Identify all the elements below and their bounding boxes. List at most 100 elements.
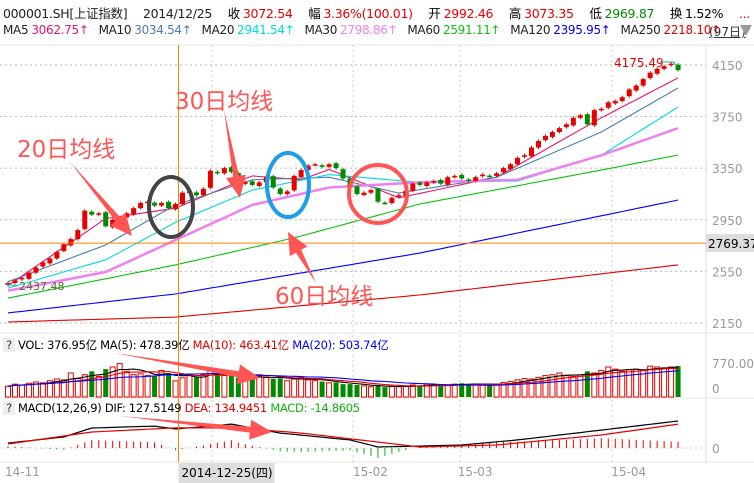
- arrow-ma20: [70, 162, 132, 236]
- volume-bar: [179, 377, 186, 398]
- dropdown-triangle-icon[interactable]: [740, 25, 752, 36]
- volume-bar: [605, 366, 612, 398]
- volume-bar: [130, 374, 137, 398]
- candle: [361, 192, 367, 195]
- volume-bar: [249, 378, 255, 397]
- candle: [40, 262, 46, 267]
- volume-bar: [487, 385, 493, 397]
- volume-bar: [459, 383, 465, 397]
- candle: [242, 182, 248, 184]
- candle: [305, 165, 311, 171]
- volume-bar: [152, 376, 158, 397]
- help-icon[interactable]: ?: [3, 338, 15, 352]
- volume-bar: [263, 376, 270, 398]
- volume-bar: [305, 379, 312, 398]
- close-label: 收: [227, 6, 241, 21]
- macd-value: MACD: -14.8605: [270, 401, 360, 415]
- candle: [668, 63, 674, 66]
- volume-bar: [242, 379, 249, 398]
- volume-bar: [354, 385, 360, 397]
- ma-legend-label: MA5: [3, 23, 29, 37]
- volume-ma-line: [7, 366, 679, 388]
- candle: [68, 239, 74, 246]
- more-button[interactable]: ...: [738, 6, 750, 21]
- vol-value: VOL: 376.95亿: [18, 338, 97, 352]
- ma-legend-value: 2218.10↑: [663, 23, 722, 37]
- ma-legend-label: MA20: [201, 23, 235, 37]
- volume-bar: [67, 372, 74, 398]
- crosshair-price-box: [706, 234, 754, 253]
- ma-legend-value: 3062.75↑: [31, 23, 89, 37]
- candle: [368, 190, 374, 193]
- y-tick-label: 3350: [712, 162, 743, 176]
- ma-line-ma60: [7, 154, 679, 299]
- volume-bar: [521, 378, 528, 398]
- candle: [103, 212, 109, 227]
- volume-bar: [298, 376, 305, 398]
- candle: [131, 208, 137, 215]
- ma-legend-value: 2798.86↑: [340, 23, 398, 37]
- volume-bar: [312, 380, 319, 398]
- volume-ma-line: [7, 367, 679, 387]
- volume-bar: [382, 387, 388, 397]
- candle: [445, 177, 451, 185]
- crosshair-date-box: [178, 463, 275, 483]
- volume-bar: [144, 375, 151, 398]
- volume-bar: [633, 368, 640, 398]
- help-icon[interactable]: ?: [3, 401, 15, 415]
- candle: [319, 165, 325, 167]
- volume-bar: [466, 383, 472, 397]
- arrow-ma60: [288, 232, 316, 283]
- vol-header: ? VOL: 376.95亿 MA(5): 478.39亿 MA(10): 463…: [3, 337, 389, 353]
- candle: [61, 244, 67, 251]
- volume-bar: [81, 374, 88, 398]
- crosshair-price-label: 2769.37: [708, 237, 754, 251]
- volume-bar: [417, 385, 423, 397]
- volume-bar: [214, 373, 220, 397]
- candle: [529, 147, 534, 157]
- volume-bar: [500, 381, 507, 398]
- candle: [173, 204, 179, 210]
- annotation-ma30: 30日均线: [175, 89, 273, 115]
- close-value: 3072.54: [242, 6, 293, 21]
- open-value: 2992.46: [443, 6, 494, 21]
- x-tick-label: 15-03: [458, 465, 493, 479]
- volume-bar: [18, 384, 25, 398]
- volume-bar: [347, 384, 353, 397]
- candle: [431, 181, 437, 183]
- highlight-circle-blue: [265, 151, 311, 219]
- volume-bar: [626, 369, 633, 398]
- volume-bar: [186, 375, 193, 398]
- candle: [501, 168, 507, 173]
- ma-legend-label: MA10: [98, 23, 132, 37]
- candle: [584, 114, 590, 125]
- ma-legend-label: MA30: [304, 23, 338, 37]
- candle: [438, 180, 444, 184]
- candle: [654, 68, 660, 74]
- arrow-macd: [120, 416, 272, 440]
- volume-bar: [46, 380, 53, 398]
- candle: [480, 174, 486, 177]
- ma-legend-label: MA120: [510, 23, 551, 37]
- volume-bar: [326, 382, 333, 398]
- vol-ma5: MA(5): 478.39亿: [100, 338, 190, 352]
- volume-bar: [340, 384, 346, 397]
- max-price-label: 4175.49: [614, 56, 664, 70]
- candle: [605, 102, 611, 108]
- volume-bar: [32, 381, 39, 398]
- candle: [19, 277, 25, 280]
- period-selector[interactable]: (97日): [709, 25, 746, 39]
- turnover-value: 1.52%: [685, 6, 724, 21]
- candle: [661, 66, 667, 69]
- volume-bar: [235, 377, 241, 397]
- macd-header: ? MACD(12,26,9) DIF: 127.5149 DEA: 134.94…: [3, 401, 360, 415]
- candle: [54, 252, 60, 259]
- volume-bar: [584, 371, 590, 397]
- candle: [124, 213, 130, 218]
- volume-bar: [507, 381, 514, 398]
- volume-bar: [5, 385, 11, 398]
- candle: [166, 201, 172, 209]
- volume-bar: [53, 378, 60, 398]
- candle: [12, 280, 18, 283]
